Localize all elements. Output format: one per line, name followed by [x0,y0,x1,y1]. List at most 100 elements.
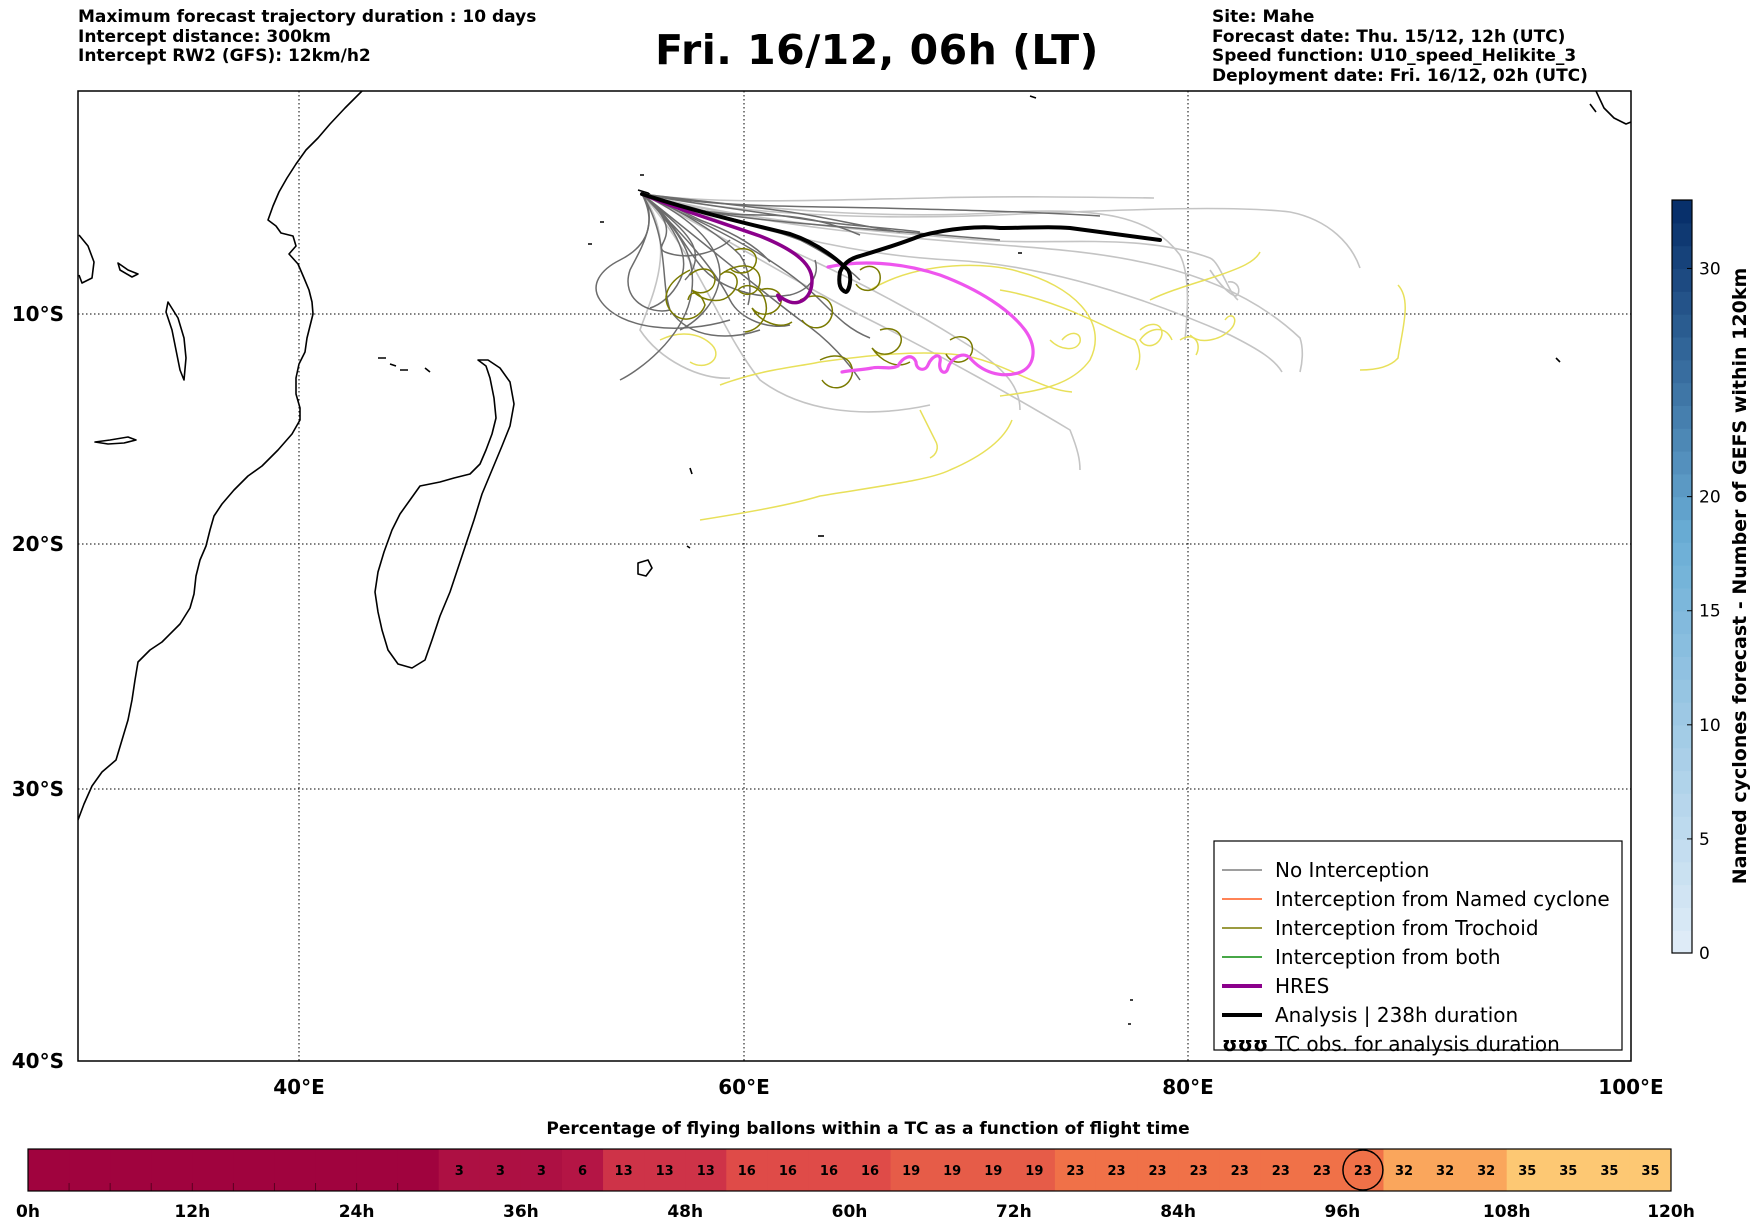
comoros [378,357,408,371]
header-speed-function: Speed function: U10_speed_Helikite_3 [1212,46,1577,66]
cocos-islands [1555,357,1561,363]
legend-label: Interception from Named cyclone [1275,887,1610,911]
bar-cell-value: 23 [1066,1164,1084,1179]
bar-cell-value: 35 [1518,1164,1536,1179]
tc-trajectory-pink [826,261,1035,377]
bar-cell-value: 19 [943,1164,961,1179]
bar-cell-value: 32 [1477,1164,1495,1179]
bar-tick-label: 0h [16,1202,40,1222]
trajectory-light [641,193,931,413]
bar-highlight-circle [1342,1149,1384,1191]
header-deployment-date: Deployment date: Fri. 16/12, 02h (UTC) [1212,65,1588,86]
colorbar-cell [1672,838,1692,863]
bar-cell [931,1149,974,1191]
legend-label: Interception from Trochoid [1275,916,1539,940]
colorbar-cell [1672,793,1692,817]
lon-tick-80: 80°E [1162,1075,1214,1099]
colorbar-cell [1672,359,1692,384]
trajectory-olive [719,265,767,333]
bar-cell [1095,1149,1138,1191]
bar-cell [767,1149,809,1191]
lake-kariba [94,436,137,445]
trajectory-olive [729,248,757,274]
lat-tick-30s: 30°S [12,777,64,801]
bar-cell-value: 32 [1436,1164,1454,1179]
tc-percentage-bar: Percentage of flying ballons within a TC… [16,1119,1695,1222]
lat-tick-40s: 40°S [12,1049,64,1073]
bottom-bar-title: Percentage of flying ballons within a TC… [546,1119,1189,1139]
bar-cell-value: 35 [1641,1164,1659,1179]
hres-trajectory [640,192,814,305]
bar-cell [28,1149,70,1191]
bar-cell-value: 19 [984,1164,1002,1179]
bar-cell [1547,1149,1590,1191]
trajectory-light [641,193,1304,373]
bar-cell [808,1149,850,1191]
legend-entry: ʊʊʊ TC obs. for analysis duration [1222,1032,1560,1056]
bar-cell [1260,1149,1302,1191]
lake-malawi [117,262,139,278]
trajectory-olive [855,265,881,292]
trajectory-olive [689,268,738,302]
bar-cell-value: 35 [1600,1164,1618,1179]
colorbar-cell [1672,451,1692,475]
bar-cell [192,1149,234,1191]
bar-tick-label: 36h [503,1202,539,1222]
bar-cell-value: 3 [496,1164,505,1179]
bar-cell-value: 3 [455,1164,464,1179]
trajectory-yellow [659,333,717,367]
bar-cell [1588,1149,1631,1191]
bar-cell [520,1149,563,1191]
trajectory-dark [641,193,791,327]
colorbar-cell [1672,200,1692,224]
bar-tick-label: 72h [996,1202,1032,1222]
bar-tick-label: 108h [1483,1202,1531,1222]
bar-cell-value: 35 [1559,1164,1577,1179]
trajectory-olive [665,269,706,320]
trajectory-yellow [1189,315,1236,342]
trajectory-dark [627,193,671,312]
bar-cell [849,1149,892,1191]
bar-tick-label: 84h [1160,1202,1196,1222]
bottom-bar-frame [27,1148,1672,1192]
mayotte [424,367,431,373]
bar-cell-value: 32 [1395,1164,1413,1179]
trajectory-dark [641,193,685,309]
legend-entry: Interception from both [1222,945,1501,969]
colorbar-cell [1672,770,1692,794]
legend-entry: HRES [1222,974,1329,998]
trajectory-dark [641,193,817,297]
bar-cell [233,1149,275,1191]
lake-tanganyika [165,301,187,381]
trajectory-light [641,193,1239,301]
lon-tick-100: 100°E [1598,1075,1663,1099]
indonesia-coast [1589,91,1631,125]
trajectories-yellow [659,251,1406,521]
bar-cell [1178,1149,1220,1191]
bar-cell [1054,1149,1097,1191]
bar-cell [685,1149,727,1191]
bar-cell-value: 16 [779,1164,797,1179]
africa-coastline [78,91,363,821]
bar-cell-value: 16 [738,1164,756,1179]
header-site: Site: Mahe [1212,7,1315,27]
bar-cell-value: 13 [697,1164,715,1179]
trajectory-olive [871,328,911,366]
bar-cell [1219,1149,1261,1191]
bar-tick-label: 48h [667,1202,703,1222]
header-forecast-date: Forecast date: Thu. 15/12, 12h (UTC) [1212,26,1566,47]
lon-tick-labels: 40°E 60°E 80°E 100°E [273,1075,1663,1099]
legend-entry: No Interception [1222,858,1429,882]
seychelles-islands [588,174,655,245]
analysis-trajectory [640,192,1162,294]
bar-cell [1424,1149,1467,1191]
trajectory-yellow [1149,251,1261,301]
colorbar-label: Named cyclones forecast - Number of GEFS… [1729,268,1751,885]
lat-tick-labels: 10°S 20°S 30°S 40°S [12,302,64,1073]
trajectory-yellow [999,289,1141,371]
bar-cell-value: 23 [1354,1164,1372,1179]
trajectory-dark [641,193,697,281]
trajectory-dark [641,193,871,339]
trajectory-yellow [1179,335,1199,356]
bar-cell [561,1149,604,1191]
